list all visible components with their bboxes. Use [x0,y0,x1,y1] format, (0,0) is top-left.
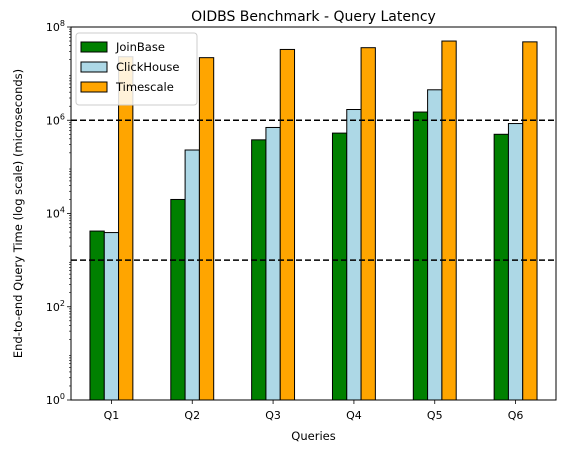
y-ticks: 100 102 104 106 108 [46,19,71,407]
bar-joinbase-q4 [331,132,348,401]
bar-joinbase-q6 [493,133,509,401]
legend-label-timescale: Timescale [115,80,174,94]
bar-timescale-q5 [441,40,457,401]
legend-label-joinbase: JoinBase [115,40,165,54]
y-tick-label: 106 [46,112,65,127]
bar-clickhouse-q5 [427,89,443,401]
x-tick-label-q4: Q4 [346,409,362,422]
bar-joinbase-q5 [412,111,429,401]
x-tick-label-q3: Q3 [265,409,281,422]
legend-swatch-joinbase [80,41,108,53]
chart-title: OIDBS Benchmark - Query Latency [191,9,436,25]
y-axis-label: End-to-end Query Time (log scale) (micro… [11,69,25,358]
x-tick-label-q6: Q6 [508,409,524,422]
bar-joinbase-q3 [251,139,267,401]
legend: JoinBase ClickHouse Timescale [75,32,198,106]
bar-clickhouse-q2 [184,149,200,401]
bar-timescale-q3 [279,48,296,401]
bar-joinbase-q2 [170,198,186,401]
x-axis-label: Queries [291,429,335,443]
bar-clickhouse-q1 [103,232,120,401]
bar-timescale-q1 [118,56,134,401]
legend-label-clickhouse: ClickHouse [116,60,179,74]
y-tick-label: 102 [46,299,65,314]
y-tick-label: 100 [46,392,65,407]
y-tick-label: 104 [46,206,65,221]
bar-timescale-q2 [198,57,215,401]
legend-swatch-timescale [80,81,108,93]
bar-joinbase-q1 [89,230,105,401]
legend-swatch-clickhouse [80,61,108,73]
bar-timescale-q4 [360,47,376,401]
bar-timescale-q6 [522,41,538,401]
x-ticks: Q1 Q2 Q3 Q4 Q5 Q6 [104,400,524,422]
x-tick-label-q5: Q5 [427,409,443,422]
bar-clickhouse-q4 [346,109,362,401]
bar-clickhouse-q3 [265,126,281,401]
bar-clickhouse-q6 [507,123,524,401]
x-tick-label-q1: Q1 [104,409,120,422]
x-tick-label-q2: Q2 [184,409,200,422]
y-tick-label: 108 [46,19,65,34]
